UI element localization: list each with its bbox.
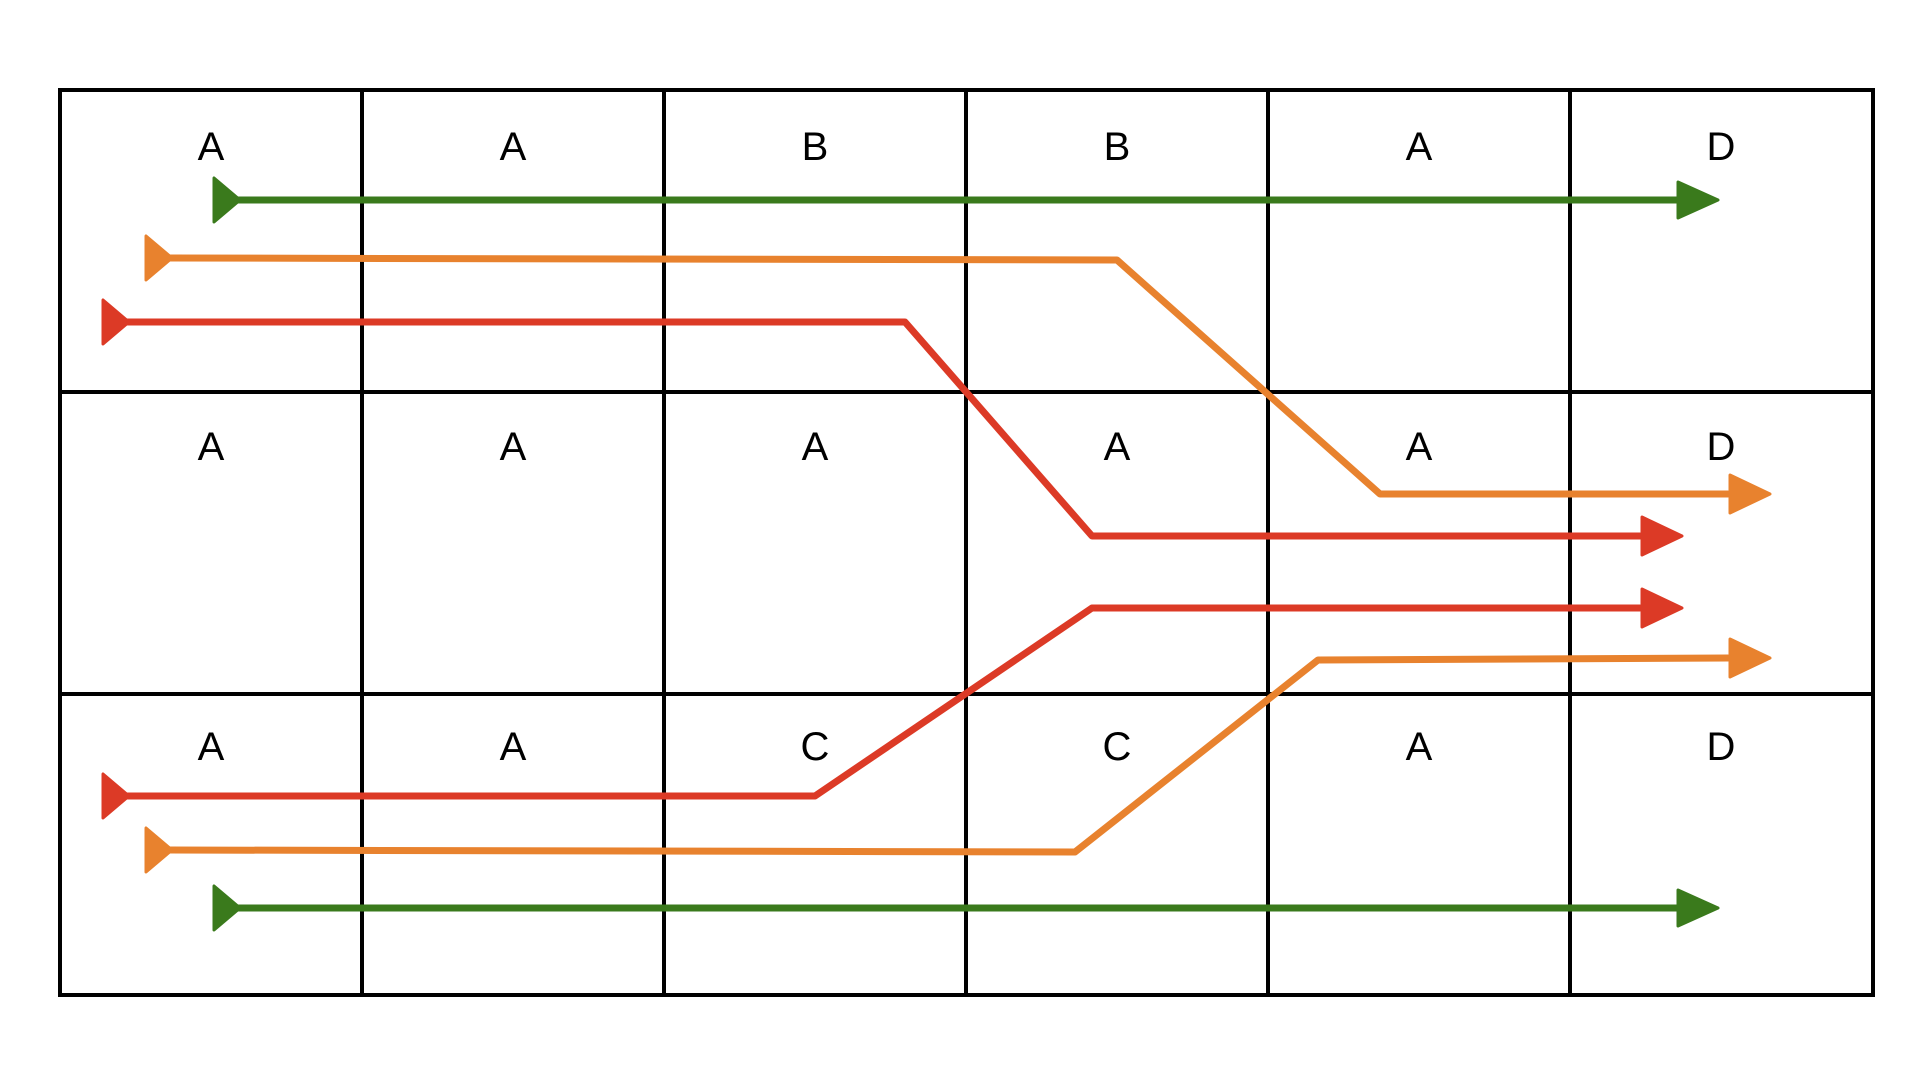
cell-label-r3-c4: C bbox=[1103, 725, 1132, 769]
cell-label-r2-c2: A bbox=[500, 425, 527, 469]
arrow-tail-icon bbox=[212, 176, 242, 224]
arrow-head-icon bbox=[1640, 587, 1684, 629]
cell-label-r2-c3: A bbox=[802, 425, 829, 469]
cell-label-r2-c5: A bbox=[1406, 425, 1433, 469]
red-route-bottom bbox=[101, 587, 1684, 820]
arrow-head-icon bbox=[1676, 888, 1720, 928]
route-line bbox=[166, 654, 1732, 856]
arrow-head-icon bbox=[1676, 180, 1720, 220]
cell-label-r3-c1: A bbox=[198, 725, 225, 769]
arrow-tail-icon bbox=[101, 298, 131, 346]
cell-label-r2-c4: A bbox=[1104, 425, 1131, 469]
cell-label-r3-c2: A bbox=[500, 725, 527, 769]
cell-label-r3-c5: A bbox=[1406, 725, 1433, 769]
cell-labels: A A B B A D A A A A A D A A C C A D bbox=[198, 125, 1736, 769]
arrow-tail-icon bbox=[144, 826, 174, 874]
cell-label-r2-c1: A bbox=[198, 425, 225, 469]
cell-label-r3-c3: C bbox=[801, 725, 830, 769]
grid bbox=[58, 88, 1875, 997]
cell-label-r1-c5: A bbox=[1406, 125, 1433, 169]
cell-label-r1-c2: A bbox=[500, 125, 527, 169]
cell-label-r1-c6: D bbox=[1707, 125, 1736, 169]
arrow-head-icon bbox=[1728, 637, 1772, 679]
orange-route-bottom bbox=[144, 637, 1772, 874]
route-line bbox=[121, 318, 1644, 540]
arrow-tail-icon bbox=[144, 234, 174, 282]
arrow-tail-icon bbox=[212, 884, 242, 932]
cell-label-r3-c6: D bbox=[1707, 725, 1736, 769]
arrow-head-icon bbox=[1728, 473, 1772, 515]
green-route-bottom bbox=[212, 884, 1720, 932]
route-line bbox=[121, 604, 1644, 800]
route-line bbox=[166, 254, 1732, 498]
orange-route-top bbox=[144, 234, 1772, 515]
cell-label-r1-c4: B bbox=[1104, 125, 1131, 169]
green-route-top bbox=[212, 176, 1720, 224]
cell-label-r2-c6: D bbox=[1707, 425, 1736, 469]
arrow-head-icon bbox=[1640, 515, 1684, 557]
cell-label-r1-c1: A bbox=[198, 125, 225, 169]
routes bbox=[101, 176, 1772, 932]
red-route-top bbox=[101, 298, 1684, 557]
cell-label-r1-c3: B bbox=[802, 125, 829, 169]
arrow-tail-icon bbox=[101, 772, 131, 820]
